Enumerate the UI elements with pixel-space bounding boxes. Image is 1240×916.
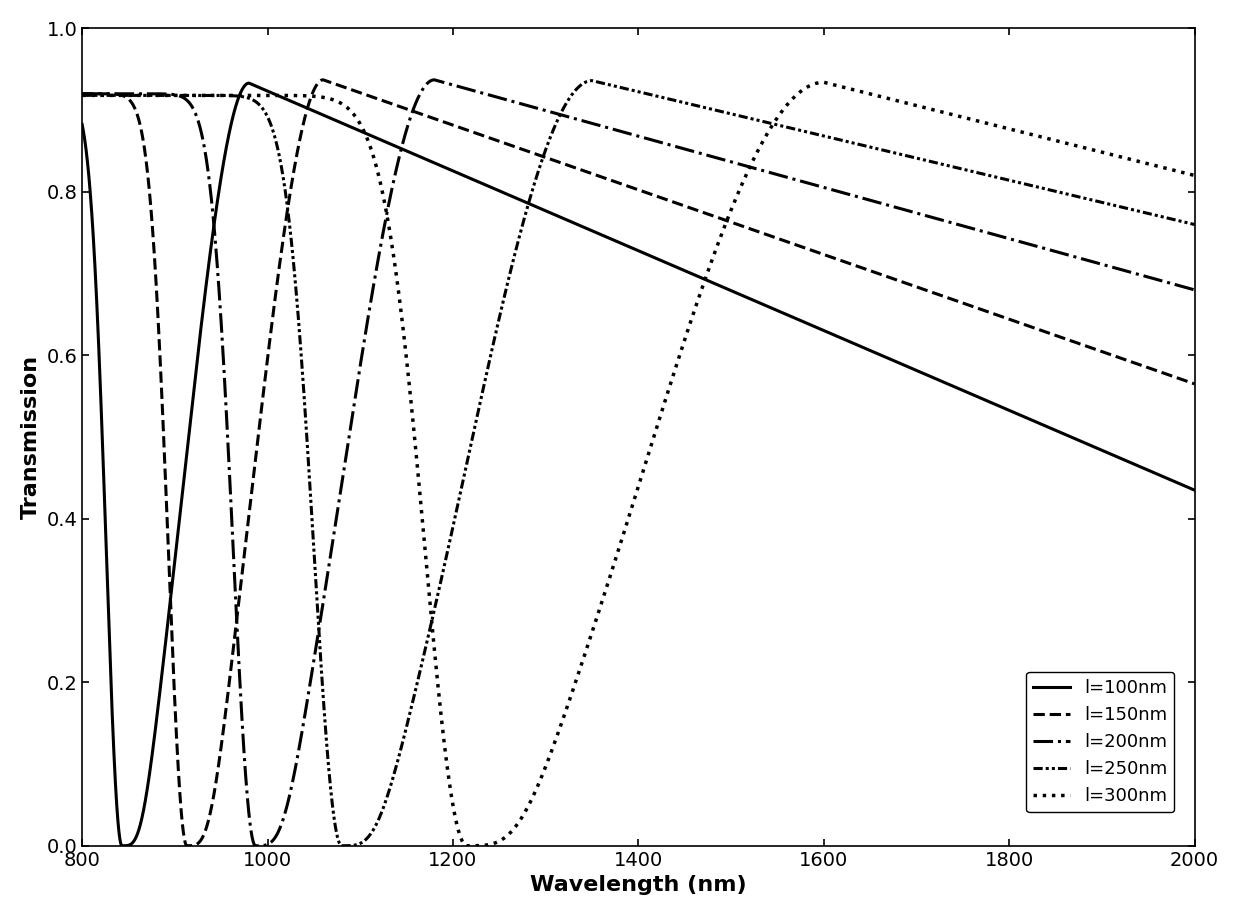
l=300nm [130,90,145,101]
l=250nm [1187,219,1202,230]
l=150nm [781,237,796,248]
l=200nm [959,222,973,233]
l=300nm [816,77,831,88]
Line: l=200nm: l=200nm [82,80,1194,845]
Line: l=100nm: l=100nm [82,83,1194,845]
l=250nm [130,90,145,101]
l=100nm [74,119,89,130]
l=200nm [900,205,915,216]
l=100nm [733,289,748,300]
Y-axis label: Transmission: Transmission [21,355,41,519]
l=250nm [335,840,350,851]
l=250nm [584,75,599,86]
l=100nm [114,840,129,851]
l=100nm [1187,485,1202,496]
l=150nm [130,112,145,123]
l=150nm [316,74,331,85]
l=300nm [900,98,915,109]
l=200nm [427,74,441,85]
l=300nm [477,840,492,851]
l=250nm [477,375,492,386]
l=250nm [74,90,89,101]
Line: l=150nm: l=150nm [82,80,1194,845]
l=250nm [959,165,973,176]
Legend: l=100nm, l=150nm, l=200nm, l=250nm, l=300nm: l=100nm, l=150nm, l=200nm, l=250nm, l=30… [1027,671,1174,812]
l=100nm [130,826,145,837]
Line: l=250nm: l=250nm [82,81,1194,845]
l=200nm [781,172,796,183]
l=100nm [477,180,492,191]
l=300nm [959,113,973,124]
l=150nm [1187,378,1202,389]
l=250nm [781,122,796,133]
l=200nm [477,88,492,99]
Line: l=300nm: l=300nm [82,82,1194,845]
l=200nm [1187,284,1202,295]
l=200nm [130,88,145,99]
l=300nm [1187,170,1202,181]
X-axis label: Wavelength (nm): Wavelength (nm) [529,875,746,895]
l=200nm [733,159,748,170]
l=100nm [959,387,973,398]
l=100nm [242,78,257,89]
l=100nm [900,361,915,372]
l=300nm [733,182,748,193]
l=300nm [74,90,89,101]
l=300nm [781,97,796,108]
l=100nm [781,311,796,322]
l=150nm [180,840,195,851]
l=200nm [74,88,89,99]
l=200nm [248,840,263,851]
l=300nm [460,840,475,851]
l=150nm [900,278,915,289]
l=150nm [733,220,748,231]
l=250nm [733,111,748,122]
l=150nm [959,299,973,310]
l=150nm [477,131,492,142]
l=250nm [900,150,915,161]
l=150nm [74,88,89,99]
